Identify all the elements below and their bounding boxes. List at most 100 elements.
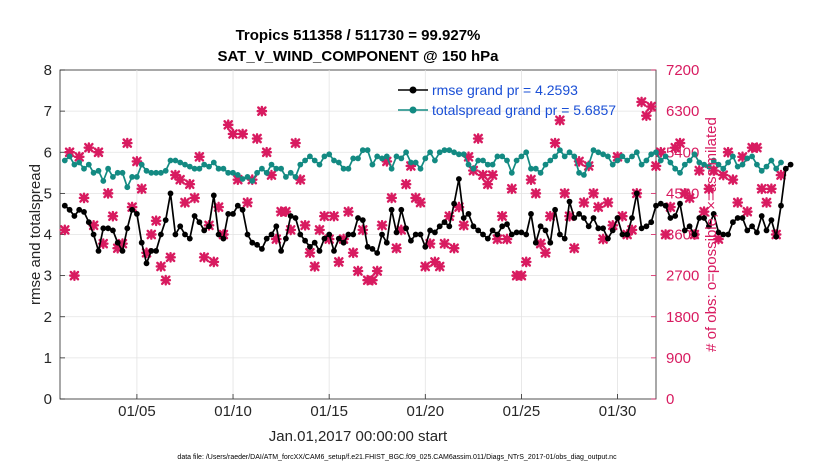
- rmse-point: [475, 227, 482, 234]
- totalspread-point: [523, 149, 530, 156]
- obs-point: [155, 261, 167, 272]
- rmse-point: [297, 231, 304, 238]
- obs-point: [318, 210, 330, 222]
- rmse-point: [773, 233, 780, 240]
- obs-point: [636, 96, 647, 108]
- obs-point: [117, 238, 128, 250]
- rmse-point: [350, 231, 357, 238]
- rmse-point: [653, 202, 659, 209]
- y2-tick-label: 2700: [666, 268, 699, 285]
- rmse-point: [201, 227, 208, 234]
- totalspread-point: [230, 169, 236, 176]
- rmse-point: [681, 227, 688, 234]
- rmse-point: [182, 231, 188, 238]
- rmse-point: [316, 248, 323, 254]
- totalspread-point: [672, 165, 679, 172]
- totalspread-point: [715, 161, 722, 168]
- rmse-point: [456, 176, 462, 182]
- totalspread-point: [225, 169, 232, 176]
- totalspread-point: [124, 184, 131, 191]
- y2-axis-label: # of obs: o=possible; ×=assimilated: [703, 117, 720, 352]
- obs-point: [415, 197, 426, 208]
- rmse-point: [292, 215, 299, 221]
- totalspread-point: [528, 165, 534, 172]
- totalspread-point: [311, 157, 318, 164]
- rmse-point: [532, 239, 539, 246]
- obs-point: [78, 192, 90, 204]
- totalspread-point: [484, 161, 491, 168]
- obs-point: [323, 233, 335, 245]
- obs-point: [535, 238, 547, 250]
- rmse-point: [614, 215, 621, 221]
- rmse-point: [595, 225, 602, 232]
- rmse-point: [537, 223, 544, 230]
- rmse-point: [489, 227, 496, 234]
- obs-point: [136, 183, 148, 195]
- obs-point: [367, 274, 378, 286]
- rmse-point: [143, 260, 150, 267]
- rmse-point: [744, 227, 751, 234]
- x-tick-label: 01/20: [407, 403, 445, 420]
- rmse-point: [307, 243, 313, 250]
- rmse-point: [177, 223, 184, 230]
- totalspread-point: [143, 167, 150, 174]
- obs-point: [458, 219, 470, 231]
- rmse-point: [148, 248, 155, 254]
- rmse-point: [359, 217, 366, 224]
- rmse-point: [523, 231, 530, 238]
- rmse-point: [504, 221, 510, 228]
- rmse-point: [499, 223, 506, 230]
- x-tick-label: 01/05: [118, 403, 156, 420]
- obs-point: [352, 265, 364, 277]
- totalspread-point: [571, 153, 578, 160]
- rmse-point: [547, 239, 554, 246]
- obs-point: [491, 233, 503, 245]
- totalspread-point: [340, 165, 347, 172]
- rmse-point: [249, 239, 256, 246]
- totalspread-point: [172, 157, 179, 164]
- legend-spread-label: totalspread grand pr = 5.6857: [432, 102, 616, 118]
- obs-point: [564, 210, 575, 222]
- rmse-point: [129, 206, 136, 213]
- obs-point: [578, 197, 590, 208]
- totalspread-point: [417, 165, 424, 172]
- totalspread-point: [201, 161, 208, 168]
- data-file-footnote: data file: /Users/raeder/DAI/ATM_forcXX/…: [177, 454, 617, 461]
- rmse-point: [686, 223, 693, 230]
- obs-point: [722, 146, 734, 158]
- rmse-point: [552, 206, 558, 213]
- rmse-point: [749, 223, 755, 230]
- totalspread-point: [316, 161, 323, 168]
- chart-subtitle: SAT_V_WIND_COMPONENT @ 150 hPa: [217, 48, 499, 65]
- totalspread-point: [456, 151, 462, 158]
- totalspread-point: [134, 174, 140, 180]
- rmse-point: [422, 243, 429, 250]
- totalspread-point: [412, 159, 419, 166]
- rmse-point: [542, 227, 549, 234]
- rmse-point: [167, 190, 174, 197]
- totalspread-point: [537, 169, 544, 176]
- totalspread-point: [398, 155, 405, 162]
- rmse-point: [388, 206, 395, 213]
- rmse-point: [609, 227, 616, 234]
- obs-point: [227, 128, 239, 140]
- rmse-point: [278, 248, 284, 254]
- totalspread-point: [657, 157, 664, 164]
- obs-point: [612, 151, 623, 163]
- obs-point: [708, 165, 720, 176]
- rmse-point: [379, 231, 385, 238]
- totalspread-point: [754, 161, 760, 168]
- totalspread-point: [518, 153, 525, 160]
- totalspread-point: [110, 174, 116, 180]
- totalspread-point: [364, 147, 371, 154]
- rmse-point: [408, 237, 414, 244]
- rmse-point: [340, 239, 347, 246]
- rmse-point: [273, 223, 280, 230]
- obs-point: [309, 261, 321, 272]
- totalspread-point: [581, 172, 587, 178]
- rmse-point: [600, 225, 606, 232]
- obs-point: [160, 274, 172, 286]
- rmse-point: [480, 231, 486, 238]
- totalspread-point: [561, 153, 568, 160]
- totalspread-point: [436, 149, 443, 156]
